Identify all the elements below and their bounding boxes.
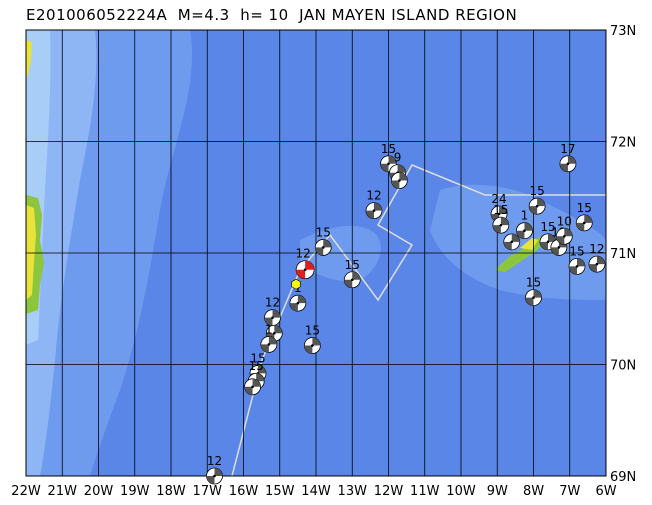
lat-label: 71N bbox=[610, 247, 636, 262]
main-event: 12 bbox=[291, 247, 315, 290]
lon-label: 12W bbox=[374, 484, 404, 499]
focal-mechanism bbox=[260, 336, 278, 353]
event-depth-label: 12 bbox=[366, 189, 381, 203]
lon-label: 9W bbox=[487, 484, 508, 499]
map-frame bbox=[25, 29, 607, 477]
epicenter-marker bbox=[291, 278, 301, 290]
main-focal-mechanism bbox=[295, 260, 315, 280]
greenland-coast-yellow bbox=[26, 205, 36, 300]
map-title: E201006052224A M=4.3 h= 10 JAN MAYEN ISL… bbox=[26, 6, 518, 24]
lat-label: 72N bbox=[610, 136, 636, 151]
lon-label: 8W bbox=[523, 484, 544, 499]
focal-mechanism bbox=[365, 202, 383, 220]
lat-label: 69N bbox=[610, 470, 636, 485]
event-depth-label: 15 bbox=[493, 203, 508, 217]
lon-label: 10W bbox=[446, 484, 476, 499]
lon-label: 20W bbox=[84, 484, 114, 499]
lon-label: 11W bbox=[410, 484, 440, 499]
focal-mechanism bbox=[555, 227, 573, 245]
focal-mechanism bbox=[588, 255, 606, 273]
event-depth-label: 15 bbox=[529, 184, 544, 198]
focal-mechanism bbox=[503, 233, 521, 251]
event-depth-label: 12 bbox=[589, 242, 604, 256]
event-depth-label: 12 bbox=[207, 454, 222, 468]
event-depth-label: 15 bbox=[577, 201, 592, 215]
focal-mechanism bbox=[525, 289, 542, 307]
lon-label: 13W bbox=[338, 484, 368, 499]
lat-label: 73N bbox=[610, 24, 636, 39]
lon-label: 15W bbox=[265, 484, 295, 499]
lat-label: 70N bbox=[610, 359, 636, 374]
event-depth-label: 17 bbox=[560, 142, 575, 156]
focal-mechanism bbox=[528, 197, 546, 215]
focal-mechanisms: 1591215151121151515122415115151210171515… bbox=[206, 142, 606, 485]
lon-label: 14W bbox=[301, 484, 331, 499]
greenland-north bbox=[26, 40, 32, 78]
event-depth-label: 9 bbox=[394, 151, 402, 165]
lon-label: 21W bbox=[48, 484, 78, 499]
focal-mechanism bbox=[343, 271, 361, 289]
event-depth-label: 1 bbox=[265, 322, 273, 336]
focal-mechanism bbox=[244, 378, 261, 396]
lon-label: 6W bbox=[595, 484, 616, 499]
focal-mechanism bbox=[575, 214, 593, 232]
event-depth-label: 15 bbox=[569, 244, 584, 258]
focal-mechanism bbox=[289, 294, 307, 312]
graticule bbox=[26, 30, 606, 476]
event-depth-label: 1 bbox=[521, 209, 529, 223]
event-depth-label: 15 bbox=[249, 359, 264, 373]
event-depth-label: 15 bbox=[250, 351, 265, 365]
lon-label: 19W bbox=[120, 484, 150, 499]
lon-label: 17W bbox=[193, 484, 223, 499]
focal-mechanism bbox=[303, 337, 321, 354]
focal-mechanism bbox=[559, 155, 577, 173]
event-depth-label: 15 bbox=[540, 220, 555, 234]
longitude-labels: 22W 21W 20W 19W 18W 17W 16W 15W 14W 13W 12W 11W 10W 9… bbox=[11, 484, 616, 499]
lon-label: 16W bbox=[229, 484, 259, 499]
event-depth-label: 10 bbox=[557, 214, 572, 228]
lon-label: 7W bbox=[559, 484, 580, 499]
event-depth-label: 24 bbox=[491, 192, 506, 206]
focal-mechanism bbox=[206, 467, 223, 485]
event-depth-label: 15 bbox=[526, 276, 541, 290]
focal-mechanism bbox=[314, 239, 332, 256]
main-event-depth-label: 12 bbox=[295, 247, 310, 261]
focal-mechanism bbox=[390, 172, 408, 189]
focal-mechanism bbox=[516, 222, 533, 240]
event-depth-label: 15 bbox=[381, 142, 396, 156]
focal-mechanism bbox=[568, 257, 586, 275]
focal-mechanism bbox=[492, 216, 510, 234]
plate-boundary bbox=[231, 164, 606, 477]
lon-label: 18W bbox=[156, 484, 186, 499]
event-depth-label: 15 bbox=[316, 225, 331, 239]
lon-label: 22W bbox=[11, 484, 41, 499]
event-depth-label: 12 bbox=[265, 296, 280, 310]
event-depth-label: 15 bbox=[305, 324, 320, 338]
latitude-labels: 73N 72N 71N 70N 69N bbox=[610, 24, 636, 485]
event-depth-label: 15 bbox=[345, 258, 360, 272]
